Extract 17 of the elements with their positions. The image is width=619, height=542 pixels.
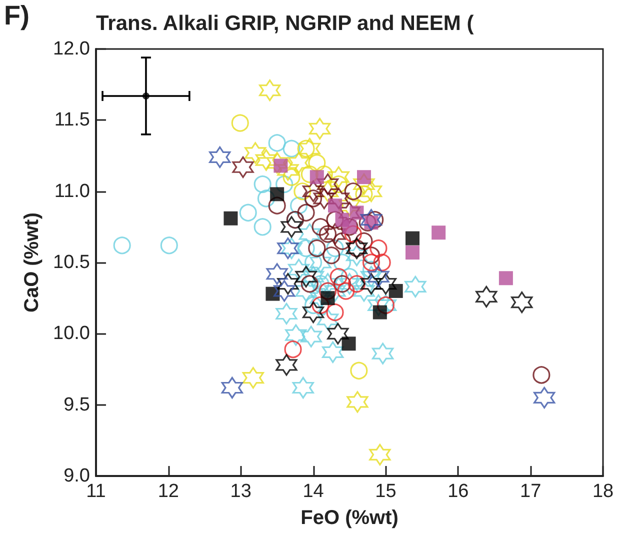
y-tick-label: 11.5	[54, 110, 90, 131]
x-tick-label: 15	[375, 481, 396, 502]
x-tick-label: 17	[520, 481, 542, 502]
y-tick-label: 11.0	[54, 180, 90, 202]
x-tick-label: 18	[592, 481, 614, 502]
text: F)	[4, 0, 30, 30]
x-tick-label: 14	[302, 481, 324, 502]
chart-title: Trans. Alkali GRIP, NGRIP and NEEM (	[96, 12, 474, 35]
y-tick-label: 10.5	[53, 252, 90, 273]
x-tick-label: 16	[448, 481, 469, 502]
x-axis-title: FeO (%wt)	[300, 507, 398, 529]
x-tick-label: 12	[158, 481, 179, 502]
y-axis-title: CaO (%wt)	[21, 212, 44, 312]
y-tick-label: 9.5	[64, 394, 90, 416]
y-tick-label: 10.0	[53, 323, 90, 344]
x-tick-label: 13	[230, 481, 252, 502]
y-tick-label: 12.0	[53, 38, 90, 60]
